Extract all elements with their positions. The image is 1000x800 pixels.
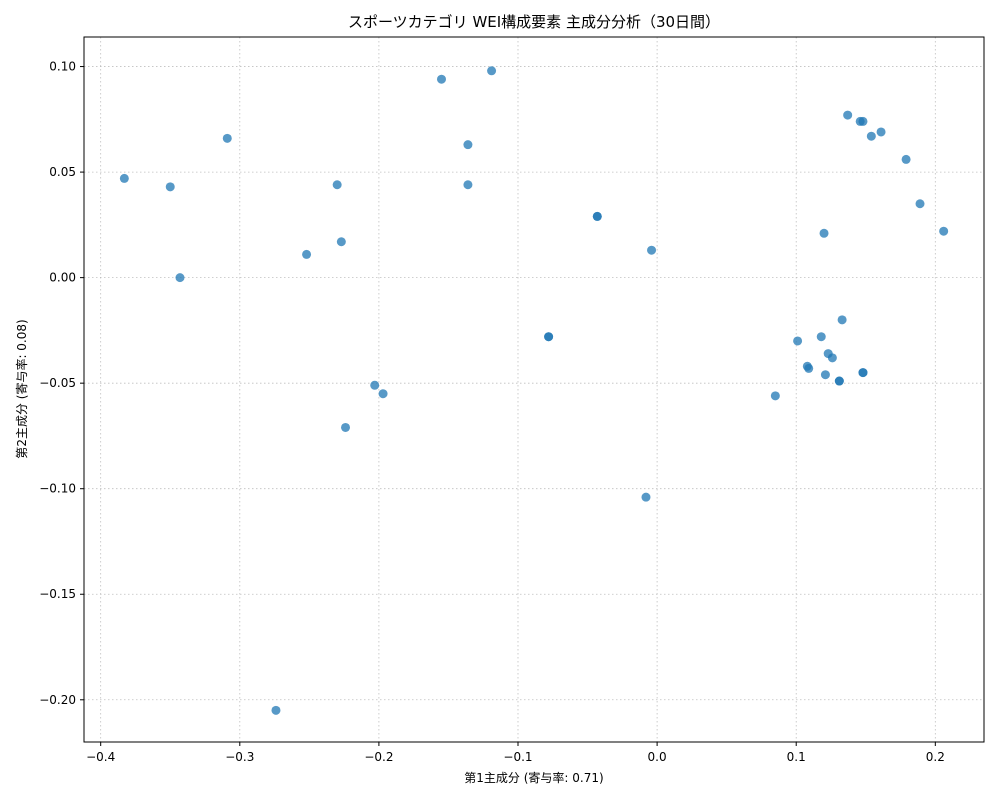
data-point xyxy=(271,705,281,715)
data-point xyxy=(332,180,342,190)
data-point xyxy=(820,370,830,380)
data-point xyxy=(939,226,949,236)
data-point xyxy=(370,380,380,390)
y-tick-label: 0.05 xyxy=(49,165,76,179)
data-point xyxy=(901,154,911,164)
data-points xyxy=(119,66,949,715)
data-point xyxy=(165,182,175,192)
y-tick-label: −0.05 xyxy=(39,376,76,390)
data-point xyxy=(544,332,554,342)
data-point xyxy=(436,74,446,84)
x-tick-label: −0.4 xyxy=(86,750,115,764)
y-axis: 0.10 0.05 0.00 −0.05 −0.10 −0.15 −0.20 xyxy=(39,60,84,707)
grid-lines xyxy=(84,37,984,742)
plot-frame xyxy=(83,36,985,743)
x-axis-label: 第1主成分 (寄与率: 0.71) xyxy=(464,770,603,785)
data-point xyxy=(915,199,925,209)
data-point xyxy=(793,336,803,346)
data-point xyxy=(834,376,844,386)
data-point xyxy=(837,315,847,325)
data-point xyxy=(119,173,129,183)
data-point xyxy=(222,133,232,143)
data-point xyxy=(647,245,657,255)
x-tick-label: −0.2 xyxy=(364,750,393,764)
data-point xyxy=(378,389,388,399)
data-point xyxy=(463,140,473,150)
y-tick-label: −0.10 xyxy=(39,482,76,496)
data-point xyxy=(819,228,829,238)
chart-title: スポーツカテゴリ WEI構成要素 主成分分析（30日間） xyxy=(348,13,720,31)
x-axis: −0.4 −0.3 −0.2 −0.1 0.0 0.1 0.2 xyxy=(86,742,945,764)
y-tick-label: 0.10 xyxy=(49,60,76,74)
data-point xyxy=(858,368,868,378)
data-point xyxy=(804,363,814,373)
data-point xyxy=(592,211,602,221)
data-point xyxy=(827,353,837,363)
data-point xyxy=(843,110,853,120)
data-point xyxy=(175,273,185,283)
x-tick-label: 0.2 xyxy=(926,750,945,764)
data-point xyxy=(866,131,876,141)
data-point xyxy=(463,180,473,190)
y-tick-label: 0.00 xyxy=(49,271,76,285)
data-point xyxy=(336,237,346,247)
data-point xyxy=(487,66,497,76)
data-point xyxy=(858,116,868,126)
data-point xyxy=(641,492,651,502)
y-tick-label: −0.15 xyxy=(39,587,76,601)
data-point xyxy=(876,127,886,137)
data-point xyxy=(302,249,312,259)
x-tick-label: −0.3 xyxy=(225,750,254,764)
data-point xyxy=(816,332,826,342)
data-point xyxy=(770,391,780,401)
y-axis-label: 第2主成分 (寄与率: 0.08) xyxy=(14,319,29,458)
y-tick-label: −0.20 xyxy=(39,693,76,707)
x-tick-label: 0.0 xyxy=(648,750,667,764)
x-tick-label: 0.1 xyxy=(787,750,806,764)
x-tick-label: −0.1 xyxy=(503,750,532,764)
data-point xyxy=(341,422,351,432)
